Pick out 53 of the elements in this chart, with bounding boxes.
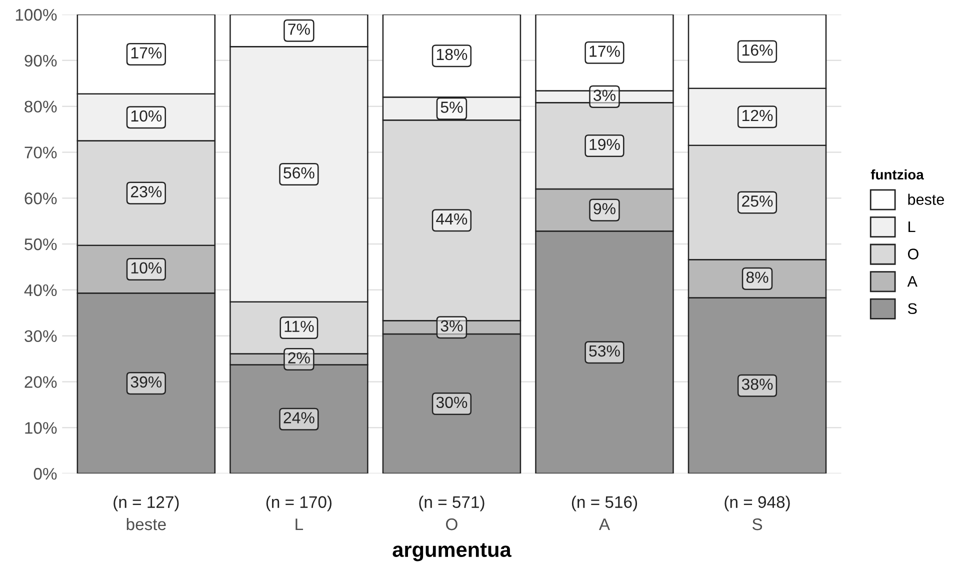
data-label: 12% [742,110,773,122]
data-label: 5% [440,102,463,113]
y-tick-label: 80% [24,100,57,113]
y-tick-label: 30% [24,330,57,342]
legend-label: A [907,276,918,287]
data-label: 38% [742,378,773,390]
data-label: 16% [742,44,773,56]
data-label: 44% [436,213,468,225]
data-label: 25% [742,195,773,207]
legend-label: beste [908,194,944,205]
legend-label: L [908,222,916,232]
text: (n = 516) [572,496,638,512]
x-tick-label: O [446,518,458,530]
x-tick-label: S [752,518,762,530]
x-tick-label: A [598,518,610,530]
data-label: 53% [589,345,620,357]
data-label: 23% [130,186,162,198]
data-label: 30% [436,396,468,408]
text: (n = 948) [724,496,790,512]
y-tick-label: 0% [34,468,57,480]
data-label: 10% [131,110,162,122]
data-label: 3% [594,90,616,101]
y-tick-label: 10% [25,422,57,434]
text: (n = 127) [114,496,179,512]
legend-title: funtzioa [870,169,924,180]
y-tick-label: 70% [24,146,57,158]
data-label: 39% [130,376,162,388]
x-axis-title: argumentua [392,543,512,562]
x-tick-label: L [296,518,304,530]
data-label: 8% [746,272,768,283]
data-label: 19% [590,138,620,150]
legend-label: O [908,248,918,260]
data-label: 17% [131,47,162,58]
data-label: 10% [131,262,162,274]
legend-label: S [908,303,917,314]
data-label: 2% [288,352,310,364]
data-label: 9% [594,203,616,214]
data-label: 17% [590,46,620,57]
data-label: 18% [436,48,468,60]
y-tick-label: 90% [24,54,57,67]
x-tick-label: beste [126,518,166,530]
data-label: 7% [288,24,310,35]
y-tick-label: 20% [24,376,57,388]
text: (n = 170) [266,496,332,512]
data-label: 56% [284,167,314,179]
y-tick-label: 60% [24,192,57,204]
data-label: 11% [284,320,314,332]
data-label: 3% [440,320,463,332]
text: (n = 571) [419,496,484,512]
y-tick-label: 40% [24,284,57,296]
y-tick-label: 50% [24,238,57,250]
y-tick-label: 100% [16,8,57,21]
data-label: 24% [284,412,314,424]
